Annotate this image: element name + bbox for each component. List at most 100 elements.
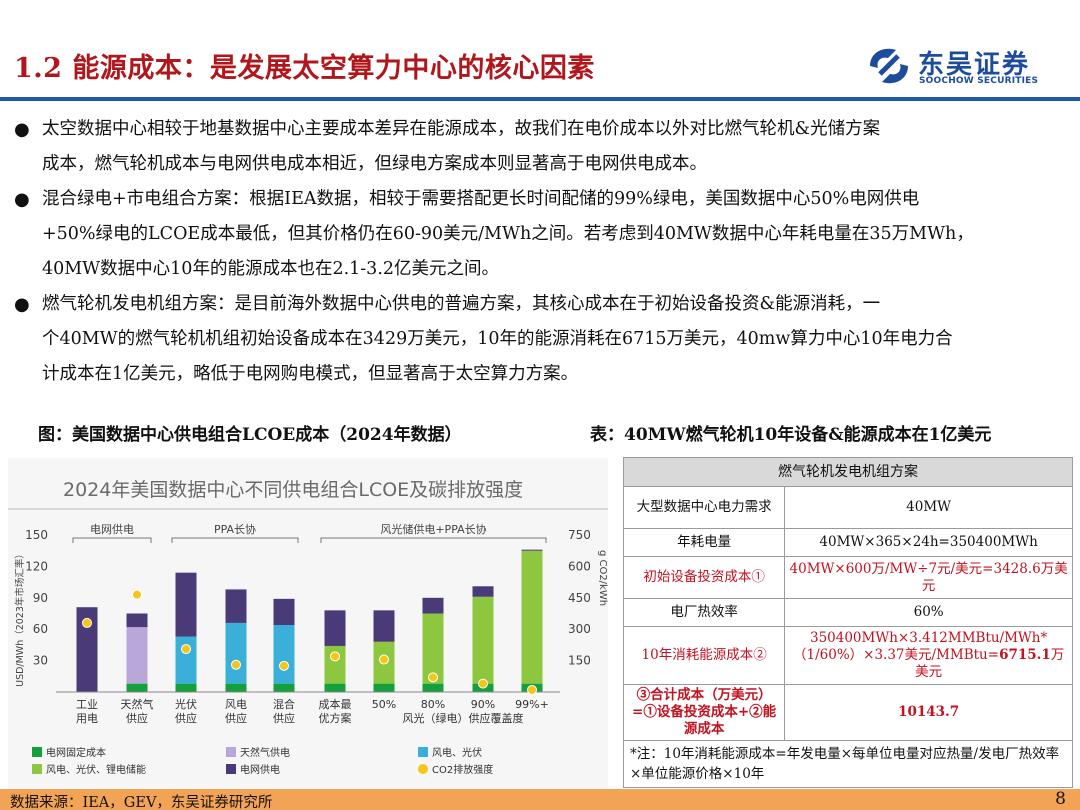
bar-segment: [422, 597, 444, 614]
legend-swatch: [32, 747, 42, 757]
header-divider: [0, 97, 1080, 101]
bar-segment: [273, 625, 295, 684]
legend-item: 风电、光伏: [418, 744, 482, 759]
bullet-line: 计成本在1亿美元，略低于电网购电模式，但显著高于太空算力方案。: [42, 364, 579, 384]
x-tick-label: 供应: [273, 711, 295, 725]
group-label: PPA长协: [214, 522, 256, 536]
group-bracket: [171, 537, 299, 543]
logo-en-text: SOOCHOW SECURITIES: [919, 76, 1039, 86]
bar-segment: [422, 613, 444, 684]
row-label: 10年消耗能源成本②: [622, 626, 786, 685]
y2-tick-label: 600: [568, 559, 591, 573]
x-tick-label: 90%: [471, 698, 495, 711]
x-tick-label: 风电: [225, 698, 247, 711]
x-tick-label: 成本最: [319, 697, 352, 711]
bar-segment: [175, 636, 197, 684]
company-logo: 东吴证券 SOOCHOW SECURITIES: [866, 44, 1066, 90]
x-tick-label: 供应: [175, 711, 197, 725]
bullet-line: 个40MW的燃气轮机机组初始设备成本在3429万美元，10年的能源消耗在6715…: [42, 329, 953, 349]
bullet-item: ● 太空数据中心相较于地基数据中心主要成本差异在能源成本，故我们在电价成本以外对…: [14, 112, 1064, 182]
legend-swatch: [226, 747, 236, 757]
y2-tick-label: 750: [568, 528, 591, 542]
y-tick-label: 30: [33, 654, 48, 668]
x-tick-label: 用电: [76, 712, 98, 725]
bullet-item: ● 燃气轮机发电机组方案：是目前海外数据中心供电的普遍方案，其核心成本在于初始设…: [14, 287, 1064, 392]
row-value: 40MW: [784, 486, 1073, 529]
row-label: 年耗电量: [622, 528, 786, 557]
page-title: 1.2 能源成本：是发展太空算力中心的核心因素: [14, 53, 595, 84]
bullet-line: 燃气轮机发电机组方案：是目前海外数据中心供电的普遍方案，其核心成本在于初始设备投…: [42, 294, 881, 314]
x-tick-label: 优方案: [319, 711, 352, 725]
legend-label: 风电、光伏、锂电储能: [46, 765, 146, 776]
logo-cn-text: 东吴证券: [918, 50, 1031, 80]
legend-label: 风电、光伏: [432, 748, 482, 759]
bar-segment: [225, 589, 247, 623]
table-total-row: ③合计成本（万美元）=①设备投资成本+②能源成本 10143.7: [622, 684, 1073, 741]
bar-segment: [126, 613, 148, 628]
legend-item: CO2排放强度: [418, 761, 493, 776]
co2-marker: [428, 672, 438, 683]
bar-segment: [225, 683, 247, 692]
value-unit: 万美元: [915, 647, 1065, 680]
legend-swatch: [226, 764, 236, 774]
bar-segment: [225, 622, 247, 684]
co2-marker: [181, 644, 191, 655]
table-row: 电厂热效率 60%: [622, 598, 1073, 627]
bar-segment: [521, 550, 543, 684]
co2-marker: [279, 660, 289, 671]
co2-marker: [330, 651, 340, 662]
logo-mark-icon: [870, 48, 908, 84]
x-tick-label: 50%: [372, 698, 396, 711]
bullet-line: +50%绿电的LCOE成本最低，但其价格仍在60-90美元/MWh之间。若考虑到…: [42, 224, 974, 244]
legend-swatch: [418, 747, 428, 757]
bullet-dot-icon: ●: [14, 189, 30, 210]
bullet-dot-icon: ●: [14, 294, 30, 315]
table-row: 10年消耗能源成本② 350400MWh×3.412MMBtu/MWh*（1/6…: [622, 626, 1073, 685]
bar-segment: [472, 586, 494, 597]
legend-swatch: [32, 764, 42, 774]
bar-segment: [76, 607, 98, 692]
legend-marker: [418, 764, 428, 774]
co2-marker: [231, 659, 241, 670]
total-label: ③合计成本（万美元）=①设备投资成本+②能源成本: [622, 684, 786, 741]
y2-axis-title: g CO2/kWh: [597, 550, 608, 606]
y2-tick-label: 150: [568, 654, 591, 668]
x-tick-label: 80%: [421, 698, 445, 711]
table-caption: 表：40MW燃气轮机10年设备&能源成本在1亿美元: [590, 425, 992, 445]
bar-segment: [126, 627, 148, 684]
co2-marker: [478, 678, 488, 689]
legend-label: CO2排放强度: [432, 765, 494, 776]
cost-table: 燃气轮机发电机组方案 大型数据中心电力需求 40MW 年耗电量 40MW×365…: [622, 457, 1073, 788]
chart-title-divider: [8, 508, 608, 510]
group-bracket: [72, 537, 152, 543]
group-bracket: [320, 537, 547, 543]
x-tick-label: 工业: [76, 698, 98, 711]
legend-label: 天然气供电: [240, 748, 290, 759]
row-label: 大型数据中心电力需求: [622, 486, 786, 529]
table-header: 燃气轮机发电机组方案: [623, 457, 1073, 487]
y-tick-label: 60: [33, 622, 48, 636]
group-label: 风光储供电+PPA长协: [380, 522, 486, 536]
legend-item: 电网供电: [226, 761, 280, 776]
bullet-line: 太空数据中心相较于地基数据中心主要成本差异在能源成本，故我们在电价成本以外对比燃…: [42, 119, 881, 139]
y-tick-label: 150: [25, 528, 48, 542]
value-bold: 6715.1: [999, 647, 1051, 663]
co2-marker: [82, 617, 92, 628]
row-value: 60%: [784, 598, 1073, 627]
group-label: 电网供电: [90, 522, 134, 536]
y-axis-title: USD/MWh（2023年市场汇率）: [14, 549, 26, 687]
bar-segment: [126, 683, 148, 692]
x-tick-label: 光伏: [175, 697, 197, 711]
bar-segment: [324, 610, 346, 646]
bar-segment: [175, 572, 197, 637]
footer-bar: [0, 789, 1080, 810]
table-row: 初始设备投资成本① 40MW×600万/MW÷7元/美元=3428.6万美元: [622, 556, 1073, 599]
legend-label: 电网固定成本: [46, 748, 106, 759]
legend-item: 天然气供电: [226, 744, 290, 759]
bar-segment: [273, 683, 295, 692]
bullet-line: 成本，燃气轮机成本与电网供电成本相近，但绿电方案成本则显著高于电网供电成本。: [42, 154, 707, 174]
bar-segment: [324, 683, 346, 692]
lcoe-chart: 2024年美国数据中心不同供电组合LCOE及碳排放强度 150 120 90 60 30…: [8, 458, 608, 788]
bullet-line: 40MW数据中心10年的能源成本也在2.1-3.2亿美元之间。: [42, 259, 500, 279]
x-tick-label: 99%+: [515, 698, 549, 711]
